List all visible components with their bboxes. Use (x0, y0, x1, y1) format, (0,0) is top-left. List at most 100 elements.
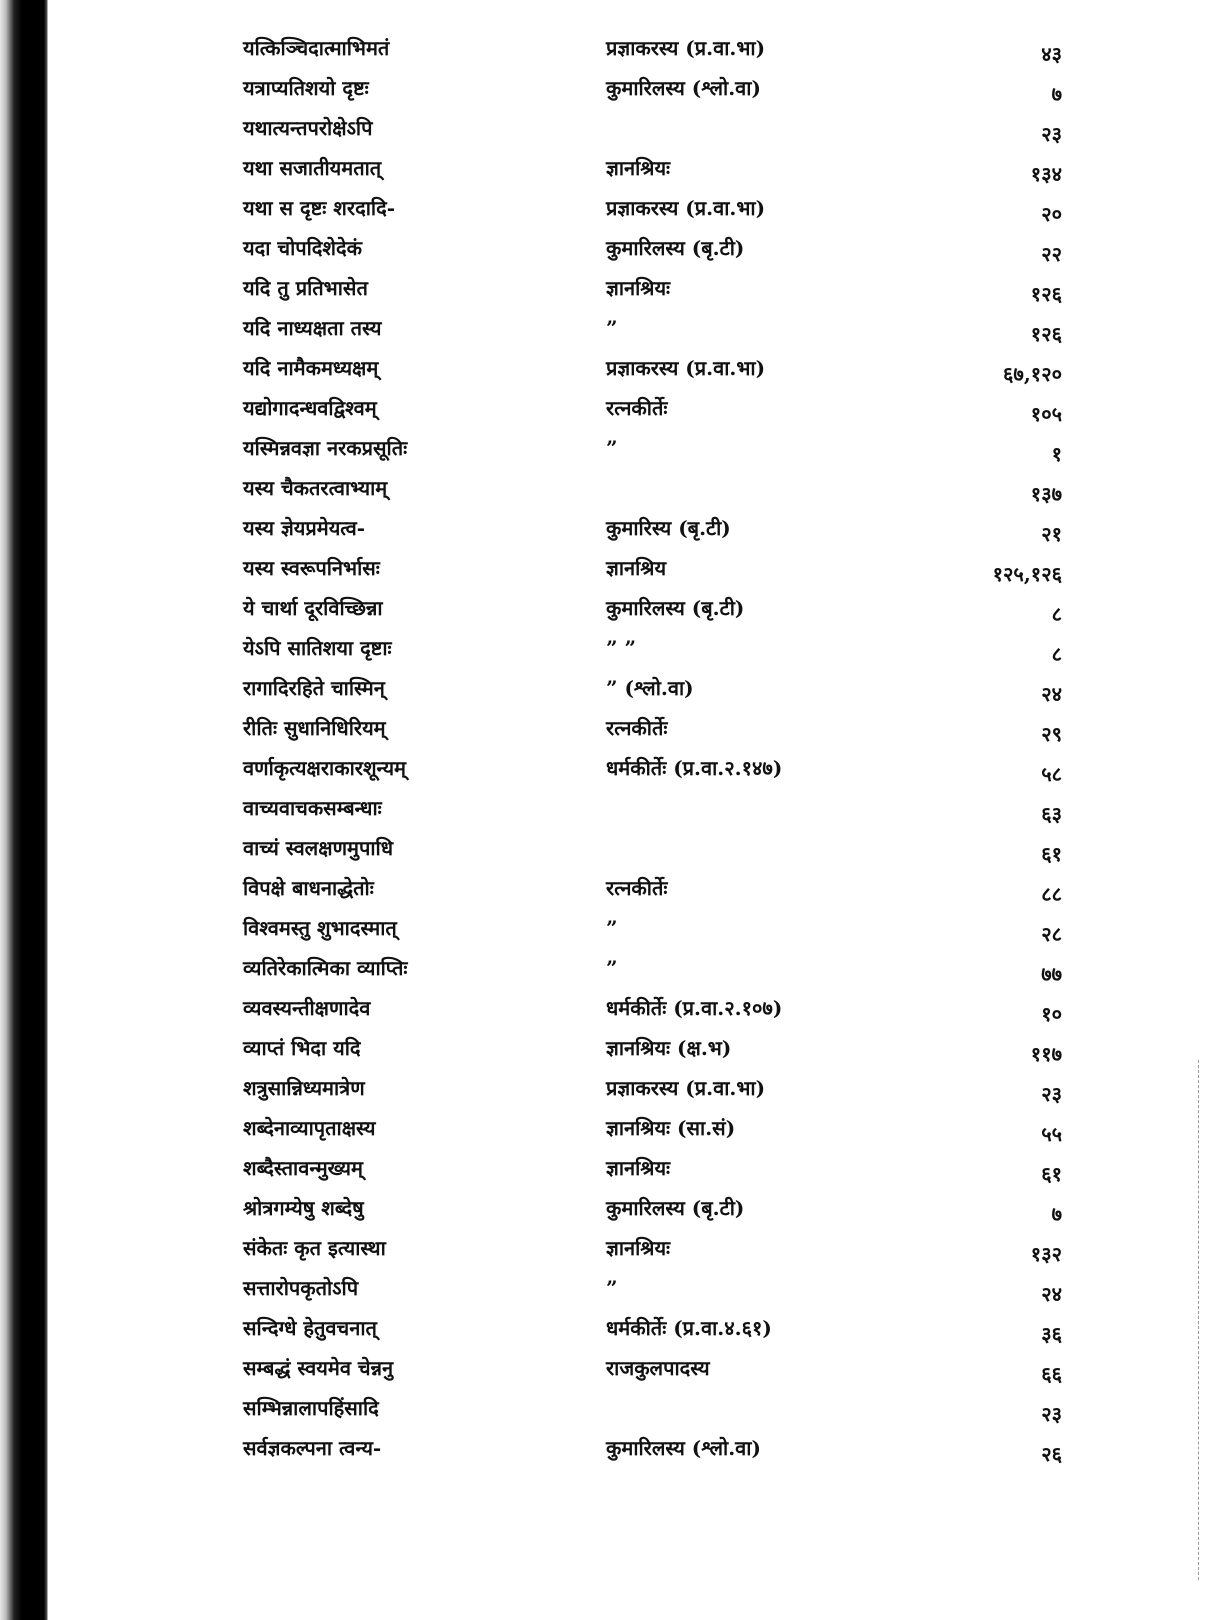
page-number: ५८ (1041, 762, 1062, 786)
verse-text: व्यतिरेकात्मिका व्याप्तिः (243, 956, 408, 980)
index-row: यस्य ज्ञेयप्रमेयत्व- कुमारिस्य (बृ.टी) २१ (0, 508, 1210, 548)
page-number: २३ (1041, 122, 1062, 146)
verse-text: व्यवस्यन्तीक्षणादेव (243, 996, 371, 1020)
verse-text: रागादिरहिते चास्मिन् (243, 676, 385, 700)
page-number: ८ (1051, 602, 1062, 626)
verse-text: संकेतः कृत इत्यास्था (243, 1236, 386, 1260)
page-number: २३ (1041, 1402, 1062, 1426)
page-number: ११७ (1030, 1042, 1062, 1066)
source-text: ” (606, 916, 618, 940)
source-text: कुमारिस्य (बृ.टी) (606, 516, 731, 540)
verse-text: यस्मिन्नवज्ञा नरकप्रसूतिः (243, 436, 408, 460)
source-text: ज्ञानश्रियः (606, 1236, 671, 1260)
verse-text: ये चार्था दूरविच्छिन्ना (243, 596, 383, 620)
index-row: व्यतिरेकात्मिका व्याप्तिः ” ७७ (0, 948, 1210, 988)
page-number: ८८ (1041, 882, 1062, 906)
verse-text: विश्वमस्तु शुभादस्मात् (243, 916, 397, 940)
verse-text: यथा सजातीयमतात् (243, 156, 382, 180)
verse-text: यत्किञ्चिदात्माभिमतं (243, 36, 390, 60)
verse-text: यदि तु प्रतिभासेत (243, 276, 368, 300)
source-text: धर्मकीर्तेः (प्र.वा.२.१०७) (606, 996, 783, 1020)
page-number: १३७ (1030, 482, 1062, 506)
source-text: कुमारिलस्य (बृ.टी) (606, 236, 745, 260)
verse-text: वाच्यवाचकसम्बन्धाः (243, 796, 382, 820)
index-row: यथात्यन्तपरोक्षेऽपि २३ (0, 108, 1210, 148)
index-row: वाच्यवाचकसम्बन्धाः ६३ (0, 788, 1210, 828)
index-row: श्रोत्रगम्येषु शब्देषु कुमारिलस्य (बृ.टी)… (0, 1188, 1210, 1228)
source-text: रत्नकीर्तेः (606, 396, 668, 420)
index-row: सर्वज्ञकल्पना त्वन्य- कुमारिलस्य (श्लो.वा… (0, 1428, 1210, 1468)
source-text: धर्मकीर्तेः (प्र.वा.४.६१) (606, 1316, 772, 1340)
verse-text: यस्य चैकतरत्वाभ्याम् (243, 476, 388, 500)
source-text: ” (श्लो.वा) (606, 676, 694, 700)
verse-text: सन्दिग्धे हेतुवचनात् (243, 1316, 377, 1340)
index-row: यथा सजातीयमतात् ज्ञानश्रियः १३४ (0, 148, 1210, 188)
page-number: १२६ (1030, 322, 1062, 346)
source-text: कुमारिलस्य (बृ.टी) (606, 596, 745, 620)
scan-binding-edge (0, 0, 48, 1620)
source-text: ज्ञानश्रियः (606, 1156, 671, 1180)
source-text: प्रज्ञाकरस्य (प्र.वा.भा) (606, 36, 766, 60)
verse-text: सर्वज्ञकल्पना त्वन्य- (243, 1436, 382, 1460)
index-row: सन्दिग्धे हेतुवचनात् धर्मकीर्तेः (प्र.वा.… (0, 1308, 1210, 1348)
index-row: यद्योगादन्धवद्विश्वम् रत्नकीर्तेः १०५ (0, 388, 1210, 428)
index-row: विश्वमस्तु शुभादस्मात् ” २८ (0, 908, 1210, 948)
source-text: प्रज्ञाकरस्य (प्र.वा.भा) (606, 1076, 766, 1100)
page-number: १ (1051, 442, 1062, 466)
source-text: ज्ञानश्रियः (606, 156, 671, 180)
source-text: प्रज्ञाकरस्य (प्र.वा.भा) (606, 356, 766, 380)
page-number: १२६ (1030, 282, 1062, 306)
scan-edge-mark (1198, 1060, 1200, 1580)
verse-text: सम्बद्धं स्वयमेव चेन्ननु (243, 1356, 394, 1380)
source-text: रत्नकीर्तेः (606, 876, 668, 900)
verse-text: शब्देनाव्यापृताक्षस्य (243, 1116, 376, 1140)
page-number: ६१ (1041, 842, 1062, 866)
source-text: ” (606, 1276, 618, 1300)
source-text: प्रज्ञाकरस्य (प्र.वा.भा) (606, 196, 766, 220)
page-number: ८ (1051, 642, 1062, 666)
index-row: यथा स दृष्टः शरदादि- प्रज्ञाकरस्य (प्र.वा… (0, 188, 1210, 228)
index-row: व्यवस्यन्तीक्षणादेव धर्मकीर्तेः (प्र.वा.२… (0, 988, 1210, 1028)
index-row: शब्देनाव्यापृताक्षस्य ज्ञानश्रियः (सा.सं)… (0, 1108, 1210, 1148)
verse-text: यद्योगादन्धवद्विश्वम् (243, 396, 377, 420)
index-row: येऽपि सातिशया दृष्टाः ” ” ८ (0, 628, 1210, 668)
verse-text: यथा स दृष्टः शरदादि- (243, 196, 395, 220)
verse-text: यदा चोपदिशेदेकं (243, 236, 362, 260)
verse-text: वाच्यं स्वलक्षणमुपाधि (243, 836, 394, 860)
page-number: ३६ (1041, 1322, 1062, 1346)
page-number: १३४ (1030, 162, 1062, 186)
verse-text: येऽपि सातिशया दृष्टाः (243, 636, 392, 660)
page-number: १२५,१२६ (992, 562, 1062, 586)
page-number: २१ (1041, 522, 1062, 546)
index-row: शत्रुसान्निध्यमात्रेण प्रज्ञाकरस्य (प्र.व… (0, 1068, 1210, 1108)
index-row: शब्दैस्तावन्मुख्यम् ज्ञानश्रियः ६१ (0, 1148, 1210, 1188)
index-row: सत्तारोपकृतोऽपि ” २४ (0, 1268, 1210, 1308)
page-number: ७७ (1041, 962, 1062, 986)
source-text: कुमारिलस्य (श्लो.वा) (606, 1436, 761, 1460)
verse-text: शत्रुसान्निध्यमात्रेण (243, 1076, 365, 1100)
page-number: १०५ (1030, 402, 1062, 426)
page-number: ७ (1051, 82, 1062, 106)
index-row: ये चार्था दूरविच्छिन्ना कुमारिलस्य (बृ.टी… (0, 588, 1210, 628)
index-row: वाच्यं स्वलक्षणमुपाधि ६१ (0, 828, 1210, 868)
index-row: सम्बद्धं स्वयमेव चेन्ननु राजकुलपादस्य ६६ (0, 1348, 1210, 1388)
verse-text: श्रोत्रगम्येषु शब्देषु (243, 1196, 364, 1220)
index-row: व्याप्तं भिदा यदि ज्ञानश्रियः (क्ष.भ) ११७ (0, 1028, 1210, 1068)
source-text: ” ” (606, 636, 636, 660)
verse-text: सत्तारोपकृतोऽपि (243, 1276, 359, 1300)
verse-text: वर्णाकृत्यक्षराकारशून्यम् (243, 756, 406, 780)
index-row: यस्य स्वरूपनिर्भासः ज्ञानश्रिय १२५,१२६ (0, 548, 1210, 588)
source-text: ” (606, 316, 618, 340)
source-text: ” (606, 956, 618, 980)
page-number: ६६ (1041, 1362, 1062, 1386)
verse-text: विपक्षे बाधनाद्धेतोः (243, 876, 374, 900)
verse-text: सम्भिन्नालापहिंसादि (243, 1396, 379, 1420)
index-row: रीतिः सुधानिधिरियम् रत्नकीर्तेः २९ (0, 708, 1210, 748)
page-number: ६१ (1041, 1162, 1062, 1186)
source-text: ज्ञानश्रिय (606, 556, 667, 580)
page-number: २८ (1041, 922, 1062, 946)
index-row: यत्किञ्चिदात्माभिमतं प्रज्ञाकरस्य (प्र.वा… (0, 28, 1210, 68)
page-number: ४३ (1041, 42, 1062, 66)
page-number: ६३ (1041, 802, 1062, 826)
source-text: कुमारिलस्य (श्लो.वा) (606, 76, 761, 100)
